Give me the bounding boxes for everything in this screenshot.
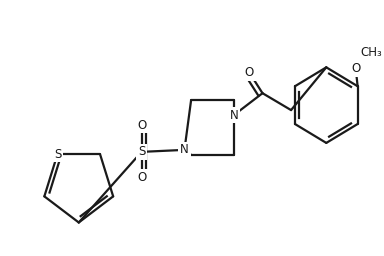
Text: S: S [138,145,145,158]
Text: N: N [180,143,189,156]
Text: O: O [351,62,360,75]
Text: O: O [137,119,146,132]
Text: O: O [137,171,146,184]
Text: N: N [230,109,238,122]
Text: O: O [245,66,254,79]
Text: S: S [54,148,61,161]
Text: CH₃: CH₃ [361,46,382,59]
